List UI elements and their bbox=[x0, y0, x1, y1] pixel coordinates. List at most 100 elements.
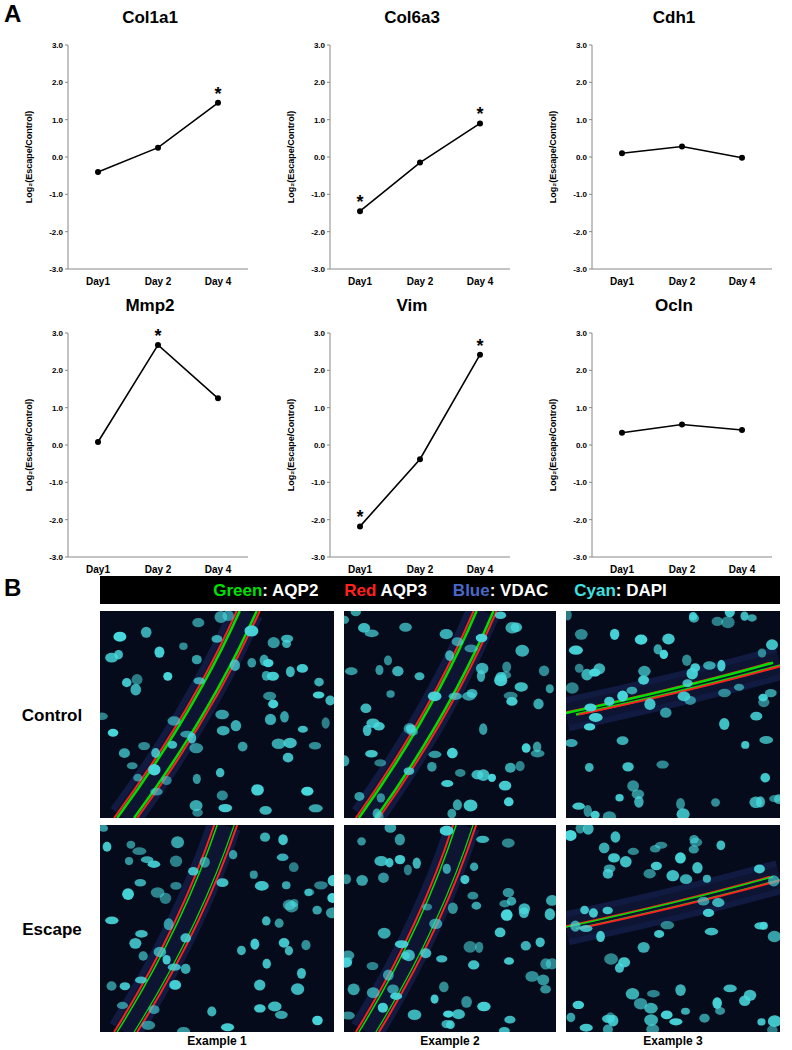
y-tick-label: -3.0 bbox=[573, 265, 587, 274]
nucleus bbox=[247, 658, 256, 667]
nucleus bbox=[374, 856, 388, 866]
nucleus bbox=[200, 857, 210, 868]
aqp3-stain bbox=[137, 611, 260, 818]
nucleus bbox=[154, 947, 167, 957]
nucleus bbox=[591, 811, 600, 818]
nucleus bbox=[698, 897, 710, 906]
y-tick bbox=[65, 269, 68, 270]
nucleus bbox=[757, 1018, 765, 1025]
nucleus bbox=[192, 618, 204, 627]
nucleus bbox=[678, 691, 691, 701]
nucleus bbox=[163, 955, 171, 965]
x-tick-label: Day 4 bbox=[729, 564, 756, 575]
nucleus bbox=[447, 748, 458, 758]
x-tick-label: Day 2 bbox=[407, 276, 434, 287]
data-point bbox=[739, 427, 745, 433]
nucleus bbox=[193, 677, 205, 684]
nucleus bbox=[622, 762, 633, 771]
y-tick bbox=[589, 370, 592, 371]
nucleus bbox=[358, 623, 370, 633]
nucleus bbox=[148, 861, 161, 868]
nucleus bbox=[626, 988, 640, 1000]
x-axis bbox=[592, 269, 772, 270]
nucleus bbox=[100, 713, 108, 721]
nucleus bbox=[238, 742, 248, 752]
legend-key: Green bbox=[213, 581, 262, 600]
aqp3-stain bbox=[379, 611, 497, 818]
nucleus bbox=[179, 643, 187, 650]
nucleus bbox=[681, 1008, 690, 1015]
nucleus bbox=[580, 906, 589, 915]
nucleus bbox=[476, 634, 488, 642]
nucleus bbox=[282, 881, 291, 889]
nucleus bbox=[286, 666, 295, 677]
nucleus bbox=[422, 903, 432, 910]
nucleus bbox=[390, 992, 402, 999]
nucleus bbox=[566, 611, 572, 620]
nucleus bbox=[154, 646, 164, 657]
nucleus bbox=[378, 872, 389, 882]
nucleus bbox=[506, 697, 517, 706]
nucleus bbox=[360, 704, 371, 714]
nucleus bbox=[495, 612, 506, 620]
data-line bbox=[98, 103, 218, 172]
aqp3-stain bbox=[379, 825, 476, 1032]
y-tick-label: -1.0 bbox=[311, 190, 325, 199]
nucleus bbox=[135, 930, 148, 938]
nucleus bbox=[148, 1005, 159, 1014]
nucleus bbox=[207, 1006, 216, 1016]
nucleus bbox=[297, 664, 308, 673]
x-tick-label: Day1 bbox=[610, 276, 634, 287]
nucleus bbox=[495, 927, 506, 937]
micrograph-bg bbox=[100, 611, 334, 818]
legend-label: : AQP2 bbox=[262, 581, 318, 600]
y-tick bbox=[65, 157, 68, 158]
nucleus bbox=[521, 941, 531, 951]
plot-data bbox=[357, 120, 483, 214]
y-tick bbox=[589, 82, 592, 83]
y-tick-label: 0.0 bbox=[52, 153, 64, 162]
nucleus bbox=[260, 654, 269, 666]
aqp2-stain bbox=[566, 663, 773, 715]
nucleus bbox=[114, 650, 123, 659]
nucleus bbox=[305, 889, 315, 896]
nucleus bbox=[584, 704, 596, 712]
nucleus bbox=[477, 1002, 490, 1011]
y-tick bbox=[327, 194, 330, 195]
nucleus bbox=[712, 898, 724, 907]
significance-marker: * bbox=[476, 104, 483, 124]
y-tick bbox=[589, 482, 592, 483]
legend-label: : VDAC bbox=[490, 581, 549, 600]
y-tick-label: 2.0 bbox=[314, 366, 326, 375]
line-chart: OclnLog₂(Escape/Control)-3.0-2.0-1.00.01… bbox=[548, 296, 772, 575]
nucleus bbox=[525, 971, 538, 982]
y-tick bbox=[65, 407, 68, 408]
micrograph-bg bbox=[566, 611, 780, 818]
line-chart: Col1a1Log₂(Escape/Control)-3.0-2.0-1.00.… bbox=[24, 8, 248, 287]
micrograph-bg bbox=[344, 611, 556, 818]
y-tick bbox=[589, 231, 592, 232]
nucleus bbox=[758, 694, 767, 702]
nucleus bbox=[677, 808, 690, 818]
nucleus bbox=[431, 994, 439, 1003]
line-chart: Mmp2Log₂(Escape/Control)-3.0-2.0-1.00.01… bbox=[24, 296, 248, 575]
line-chart: VimLog₂(Escape/Control)-3.0-2.0-1.00.01.… bbox=[286, 296, 510, 575]
nucleus bbox=[515, 645, 529, 657]
nucleus bbox=[365, 750, 378, 758]
nucleus bbox=[503, 888, 514, 897]
nucleus bbox=[125, 857, 133, 865]
y-tick-label: -3.0 bbox=[311, 553, 325, 562]
nucleus bbox=[265, 714, 276, 725]
aqp2-stain bbox=[576, 877, 780, 929]
nucleus bbox=[309, 742, 321, 750]
nucleus bbox=[569, 646, 583, 655]
row-label: Control bbox=[22, 706, 82, 725]
y-tick bbox=[589, 194, 592, 195]
nucleus bbox=[351, 611, 361, 616]
nucleus bbox=[268, 637, 280, 648]
nucleus bbox=[703, 909, 714, 917]
nucleus bbox=[501, 909, 513, 921]
nucleus bbox=[464, 645, 477, 653]
nucleus bbox=[167, 716, 180, 725]
chart-title: Col1a1 bbox=[122, 8, 178, 27]
